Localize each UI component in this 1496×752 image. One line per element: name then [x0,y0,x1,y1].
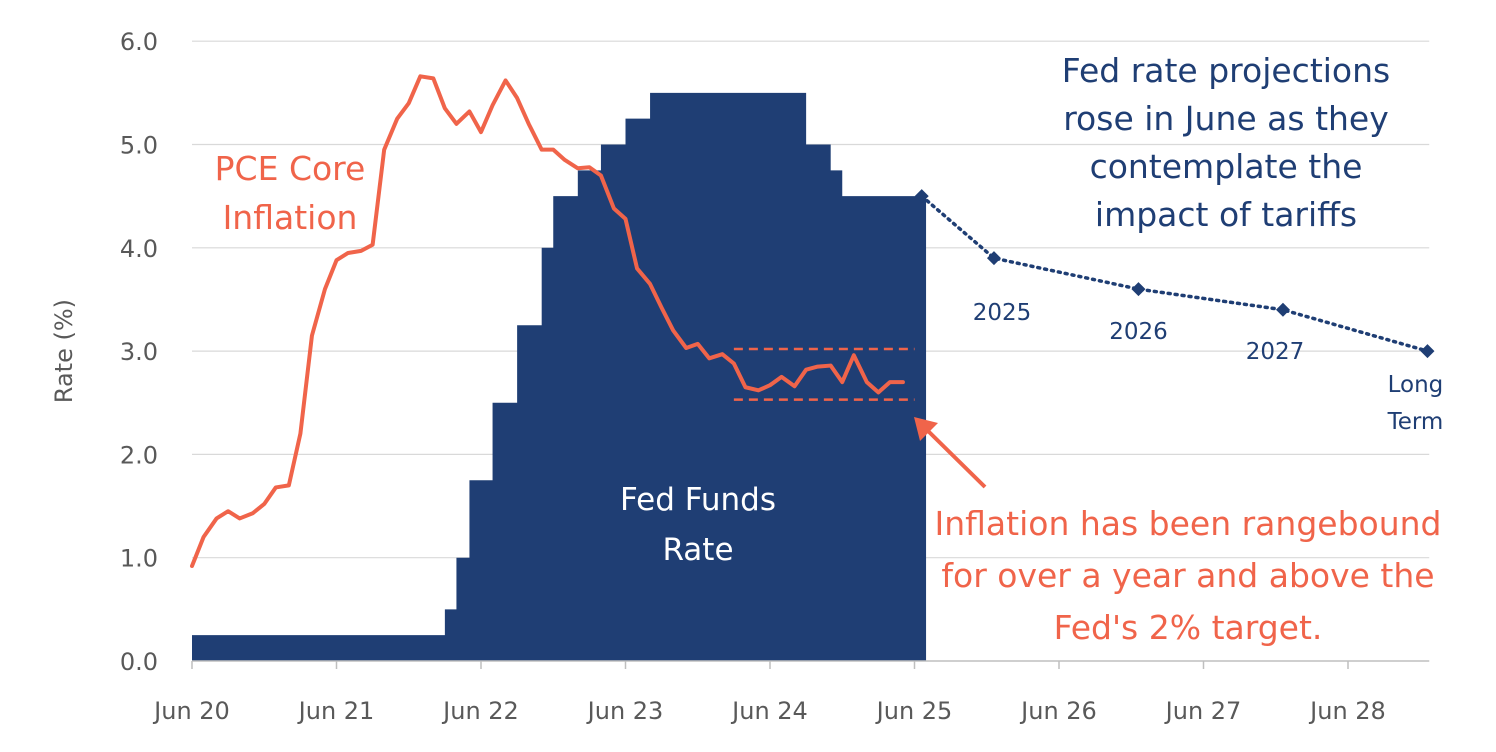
projections-note: rose in June as they [1063,99,1389,138]
x-tick-label: Jun 20 [152,697,230,725]
x-tick-label: Jun 24 [730,697,808,725]
projection-series [914,189,1435,359]
y-axis-label: Rate (%) [50,299,78,403]
y-tick-label: 0.0 [120,648,158,676]
pce-label: Inflation [223,198,358,237]
chart-text: 0.0 1.0 2.0 3.0 4.0 5.0 6.0 Rate (%) Jun 20 Jun 2… [50,28,1443,725]
y-tick-label: 5.0 [120,132,158,160]
projections-note: Fed rate projections [1062,51,1390,90]
x-tick-label: Jun 28 [1308,697,1386,725]
arrow-head [914,417,938,441]
projection-label-long: Long [1388,372,1444,398]
arrow-shaft [922,425,987,489]
projection-marker [986,251,1001,266]
fed-funds-label: Fed Funds [620,482,776,518]
y-tick-label: 6.0 [120,28,158,56]
axes [191,660,1430,669]
projection-line [919,194,1430,353]
pce-label: PCE Core [215,149,366,188]
inflation-range-lines [733,347,915,401]
projections-note: contemplate the [1090,147,1363,186]
inflation-note: Fed's 2% target. [1054,608,1323,647]
projection-marker [1275,302,1290,317]
pce-line [190,74,905,568]
fed-funds-series [192,92,927,662]
projection-marker [1131,282,1146,297]
y-tick-label: 2.0 [120,441,158,469]
projection-marker [1420,344,1435,359]
x-tick-label: Jun 26 [1019,697,1097,725]
fed-funds-label: Rate [662,532,733,568]
projections-note: impact of tariffs [1095,195,1357,234]
fed-funds-area [192,92,927,662]
y-tick-label: 1.0 [120,545,158,573]
x-tick-label: Jun 25 [875,697,953,725]
projection-label-2026: 2026 [1109,319,1168,345]
projection-label-2025: 2025 [973,300,1032,326]
x-tick-label: Jun 21 [297,697,375,725]
projection-label-2027: 2027 [1246,339,1305,365]
inflation-note: for over a year and above the [941,556,1434,595]
y-tick-label: 4.0 [120,235,158,263]
x-tick-label: Jun 22 [441,697,519,725]
inflation-note: Inflation has been rangebound [934,504,1441,543]
x-tick-label: Jun 27 [1164,697,1242,725]
x-tick-label: Jun 23 [586,697,664,725]
projection-marker [914,189,929,204]
pce-series [190,74,905,568]
y-tick-label: 3.0 [120,338,158,366]
projection-label-term: Term [1387,409,1444,435]
